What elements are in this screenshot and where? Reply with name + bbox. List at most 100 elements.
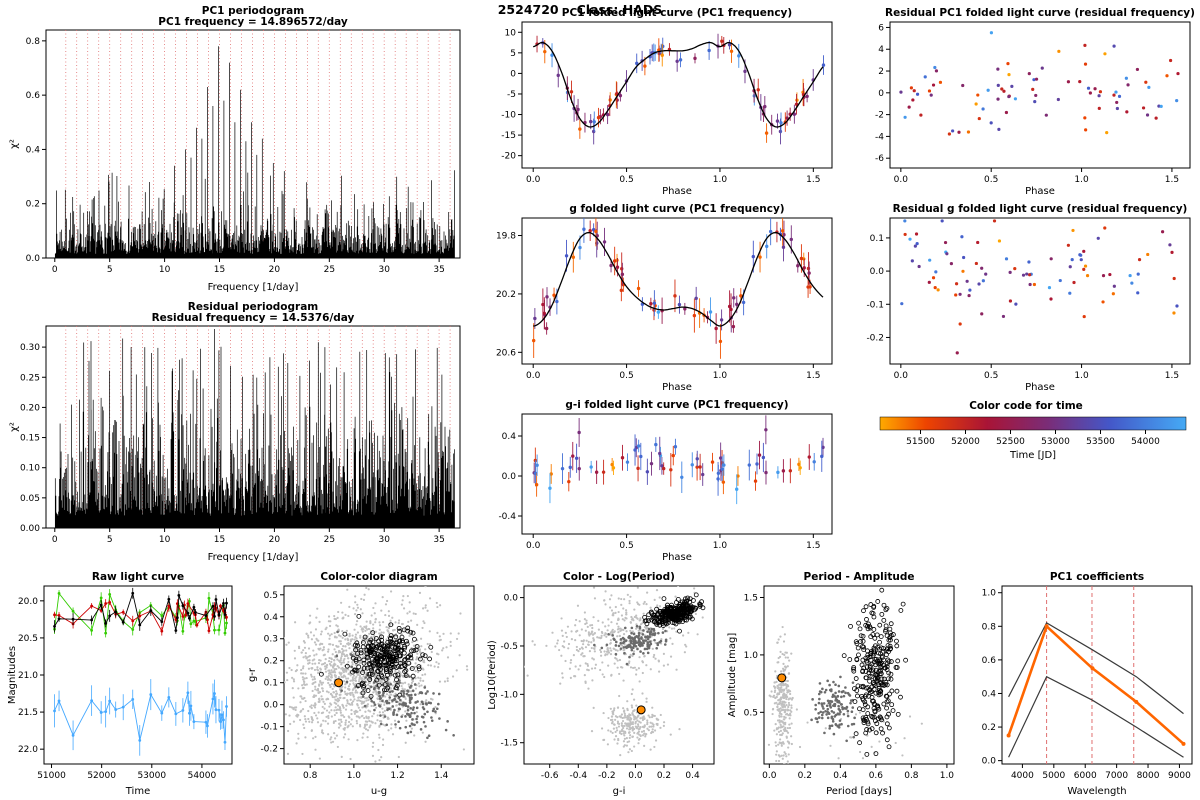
residual-periodogram-panel: Residual periodogram Residual frequency =… [6, 300, 468, 564]
svg-text:0.4: 0.4 [833, 771, 848, 781]
svg-text:21.0: 21.0 [18, 671, 38, 681]
svg-text:54000: 54000 [188, 771, 217, 781]
svg-text:-15: -15 [501, 131, 516, 141]
svg-text:0.25: 0.25 [20, 373, 40, 383]
svg-text:0.5: 0.5 [984, 371, 998, 381]
svg-text:-0.4: -0.4 [570, 771, 588, 781]
svg-text:-0.2: -0.2 [598, 771, 616, 781]
svg-text:0.8: 0.8 [26, 37, 41, 47]
svg-text:52000: 52000 [87, 771, 116, 781]
svg-text:0.6: 0.6 [869, 771, 884, 781]
svg-text:Frequency [1/day]: Frequency [1/day] [208, 552, 299, 563]
svg-text:Amplitude [mag]: Amplitude [mag] [727, 633, 738, 718]
color-color-panel: Color-color diagram 0.8 1.0 1.2 1.4 -0.2 -0.1 0… [244, 570, 480, 798]
svg-text:-0.4: -0.4 [498, 512, 516, 522]
svg-text:Residual PC1 folded light curv: Residual PC1 folded light curve (residua… [885, 7, 1195, 19]
svg-text:0.4: 0.4 [685, 771, 700, 781]
svg-text:Residual periodogram: Residual periodogram [188, 301, 319, 313]
svg-text:-2: -2 [875, 111, 884, 121]
svg-text:0: 0 [52, 535, 58, 545]
svg-text:53500: 53500 [1086, 437, 1115, 447]
svg-text:-20: -20 [501, 152, 516, 162]
svg-text:0.20: 0.20 [20, 403, 40, 413]
svg-text:1.2: 1.2 [390, 771, 404, 781]
svg-text:53000: 53000 [1041, 437, 1070, 447]
svg-text:-5: -5 [507, 90, 516, 100]
svg-text:-0.6: -0.6 [541, 771, 559, 781]
svg-text:0.0: 0.0 [628, 771, 643, 781]
svg-text:1.5: 1.5 [806, 541, 820, 551]
svg-text:1.0: 1.0 [940, 771, 955, 781]
svg-text:-0.5: -0.5 [500, 642, 518, 652]
pc1-periodogram-panel: PC1 periodogram PC1 frequency = 14.896572… [6, 4, 468, 294]
svg-text:-1.5: -1.5 [500, 739, 518, 749]
svg-text:0.0: 0.0 [26, 254, 41, 264]
residual-g-folded-panel: Residual g folded light curve (residual … [852, 202, 1198, 394]
svg-text:1.0: 1.0 [1074, 175, 1089, 185]
svg-text:-4: -4 [875, 132, 884, 142]
svg-text:0.5: 0.5 [619, 541, 633, 551]
svg-text:1.0: 1.0 [1074, 371, 1089, 381]
svg-text:1.5: 1.5 [806, 371, 820, 381]
svg-text:0.6: 0.6 [26, 91, 41, 101]
svg-text:0.0: 0.0 [762, 771, 777, 781]
pc1-folded-panel: PC1 folded light curve (PC1 frequency) 0.… [488, 6, 840, 198]
gi-folded-chart: g-i folded light curve (PC1 frequency) 0.… [498, 399, 833, 563]
svg-text:1.0: 1.0 [744, 651, 759, 661]
svg-text:0.0: 0.0 [894, 175, 909, 185]
svg-text:0.1: 0.1 [870, 234, 884, 244]
svg-text:0: 0 [510, 69, 516, 79]
svg-text:1.5: 1.5 [806, 175, 820, 185]
svg-text:χ²: χ² [9, 139, 20, 149]
svg-text:51000: 51000 [37, 771, 66, 781]
svg-text:-0.2: -0.2 [260, 745, 278, 755]
svg-text:Frequency [1/day]: Frequency [1/day] [208, 282, 299, 293]
svg-text:g-i folded light curve (PC1 fr: g-i folded light curve (PC1 frequency) [565, 399, 788, 411]
svg-text:0.8: 0.8 [303, 771, 318, 781]
svg-text:20: 20 [269, 265, 281, 275]
svg-text:0.2: 0.2 [798, 771, 812, 781]
svg-text:0.3: 0.3 [264, 635, 278, 645]
svg-text:0.5: 0.5 [619, 175, 633, 185]
svg-text:-10: -10 [501, 111, 516, 121]
svg-text:Phase: Phase [1025, 186, 1055, 197]
svg-text:20: 20 [269, 535, 281, 545]
color-logperiod-panel: Color - Log(Period) -0.6 -0.4 -0.2 0.0 0.2 0.4… [484, 570, 720, 798]
svg-text:0.0: 0.0 [264, 701, 279, 711]
svg-text:0.0: 0.0 [526, 541, 541, 551]
svg-text:0.2: 0.2 [26, 200, 40, 210]
svg-text:4: 4 [878, 45, 884, 55]
svg-text:Color-color diagram: Color-color diagram [320, 571, 437, 583]
svg-text:0: 0 [52, 265, 58, 275]
svg-text:35: 35 [433, 535, 444, 545]
svg-text:0.8: 0.8 [904, 771, 919, 781]
svg-text:52000: 52000 [951, 437, 980, 447]
svg-text:-1.0: -1.0 [500, 690, 518, 700]
svg-text:30: 30 [379, 535, 391, 545]
svg-text:25: 25 [324, 535, 335, 545]
raw-light-curve-panel: Raw light curve 51000 52000 53000 54000 20.0 2… [4, 570, 238, 798]
svg-text:22.0: 22.0 [18, 745, 38, 755]
svg-text:Log10(Period): Log10(Period) [487, 640, 498, 710]
svg-text:10: 10 [159, 265, 171, 275]
svg-text:52500: 52500 [996, 437, 1025, 447]
svg-text:0.0: 0.0 [504, 594, 519, 604]
period-amplitude-chart: Period - Amplitude 0.0 0.2 0.4 0.6 0.8 1.0 0.5 1… [727, 571, 955, 797]
svg-text:-0.2: -0.2 [866, 333, 884, 343]
svg-text:Phase: Phase [1025, 382, 1055, 393]
svg-text:30: 30 [379, 265, 391, 275]
residual-pc1-folded-chart: Residual PC1 folded light curve (residua… [875, 7, 1195, 197]
svg-text:Phase: Phase [662, 382, 692, 393]
svg-text:Phase: Phase [662, 186, 692, 197]
svg-text:-6: -6 [875, 154, 884, 164]
svg-text:20.0: 20.0 [18, 597, 38, 607]
svg-text:1.5: 1.5 [744, 593, 758, 603]
svg-text:54000: 54000 [1131, 437, 1160, 447]
svg-text:1.0: 1.0 [347, 771, 362, 781]
svg-text:PC1 periodogram: PC1 periodogram [202, 5, 305, 17]
svg-text:10: 10 [505, 28, 517, 38]
svg-text:g-r: g-r [247, 667, 258, 682]
class-label: Class: HADS [576, 2, 663, 17]
